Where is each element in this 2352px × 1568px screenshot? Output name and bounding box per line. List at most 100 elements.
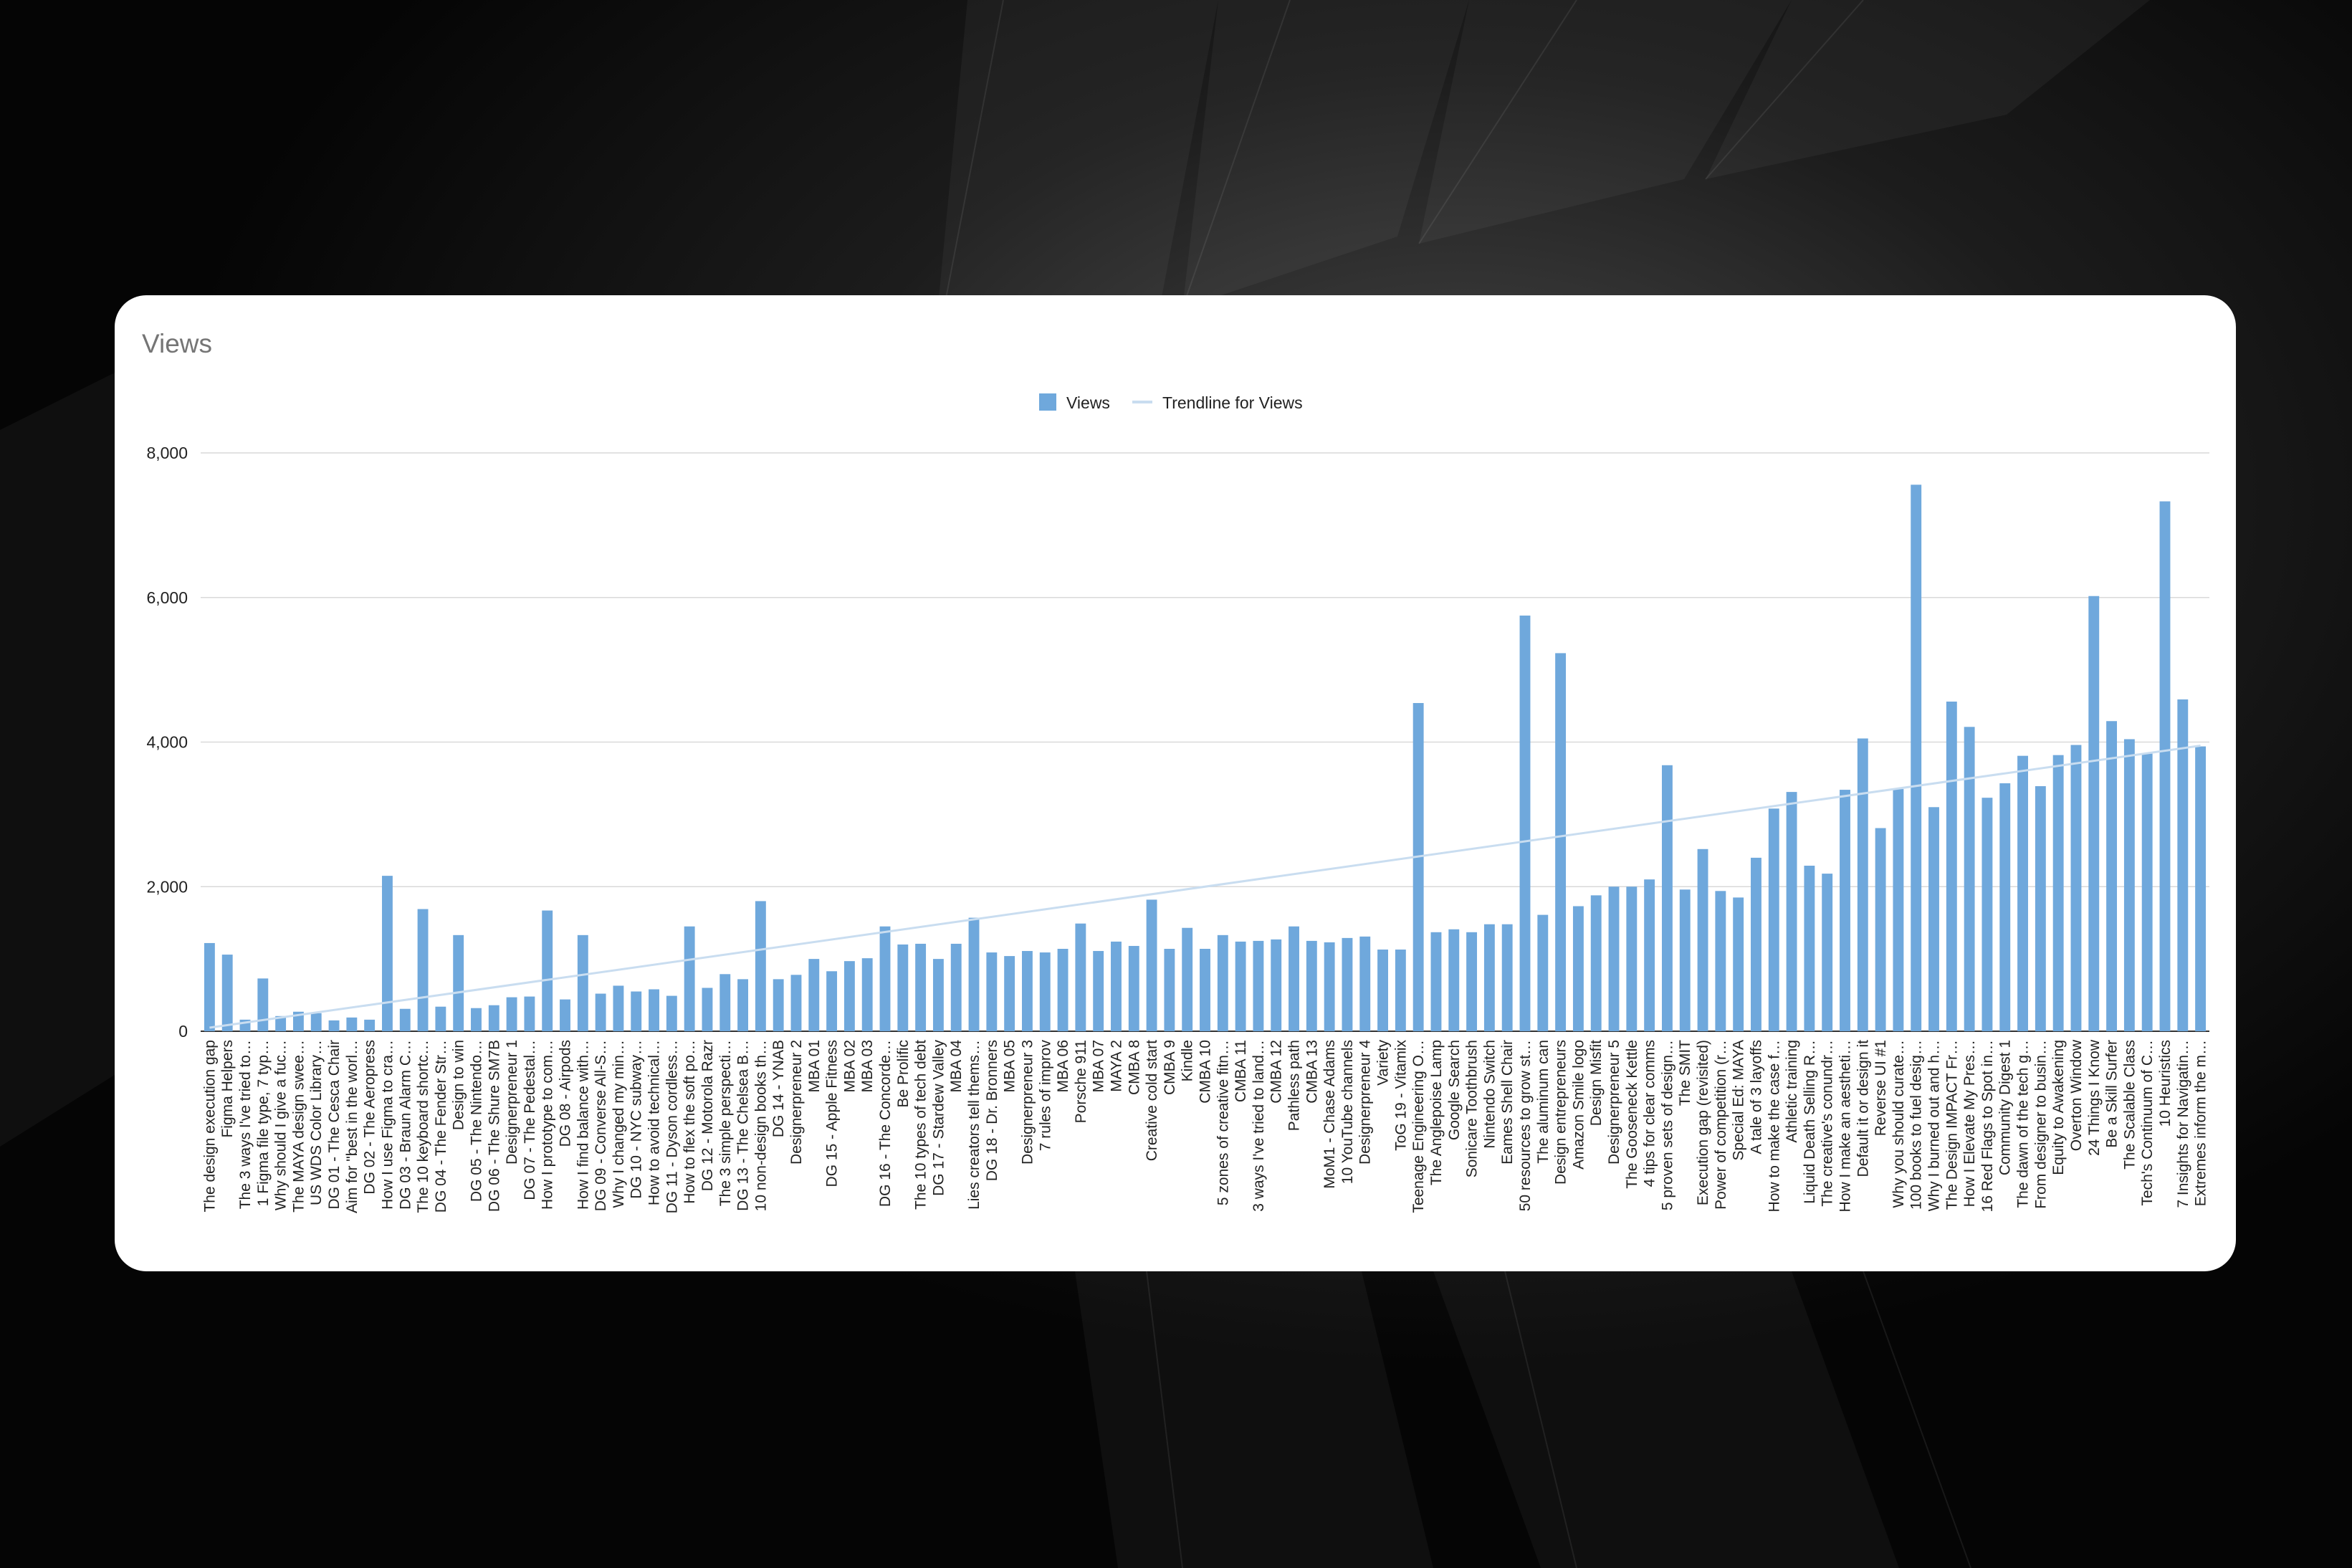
bar[interactable] xyxy=(1679,889,1691,1031)
bar[interactable] xyxy=(1200,949,1210,1031)
bar[interactable] xyxy=(310,1013,322,1031)
bar[interactable] xyxy=(1893,789,1904,1031)
bar[interactable] xyxy=(879,926,891,1031)
bar[interactable] xyxy=(2106,721,2118,1031)
bar[interactable] xyxy=(1928,807,1939,1031)
bar[interactable] xyxy=(1768,808,1779,1031)
bar[interactable] xyxy=(1519,615,1531,1031)
bar[interactable] xyxy=(1608,886,1620,1031)
bar[interactable] xyxy=(1182,927,1193,1031)
bar[interactable] xyxy=(257,978,269,1031)
bar[interactable] xyxy=(1075,923,1086,1031)
bar[interactable] xyxy=(1039,952,1051,1031)
bar[interactable] xyxy=(1626,886,1638,1031)
bar[interactable] xyxy=(435,1006,446,1031)
bar[interactable] xyxy=(2017,755,2028,1031)
bar[interactable] xyxy=(1235,941,1246,1031)
bar[interactable] xyxy=(204,942,215,1031)
bar[interactable] xyxy=(861,958,873,1031)
bar[interactable] xyxy=(595,993,606,1031)
bar[interactable] xyxy=(1661,765,1673,1031)
bar[interactable] xyxy=(1572,906,1584,1031)
bar[interactable] xyxy=(1217,934,1228,1031)
bar[interactable] xyxy=(1271,939,1282,1031)
bar[interactable] xyxy=(1253,940,1264,1031)
bar[interactable] xyxy=(1981,798,1993,1031)
bar[interactable] xyxy=(1911,484,1922,1031)
bar[interactable] xyxy=(1537,914,1549,1031)
bar[interactable] xyxy=(1146,899,1157,1031)
bar[interactable] xyxy=(2177,699,2189,1031)
bar[interactable] xyxy=(2070,745,2082,1031)
bar[interactable] xyxy=(1946,702,1957,1031)
bar[interactable] xyxy=(1377,950,1388,1031)
bar[interactable] xyxy=(968,917,980,1031)
bar[interactable] xyxy=(1644,879,1655,1031)
bar[interactable] xyxy=(773,979,784,1031)
bar[interactable] xyxy=(1324,942,1335,1031)
bar[interactable] xyxy=(2123,739,2135,1031)
bar[interactable] xyxy=(1395,950,1406,1031)
bar[interactable] xyxy=(1733,897,1744,1031)
bar[interactable] xyxy=(897,944,909,1031)
bar[interactable] xyxy=(1342,937,1353,1031)
bar[interactable] xyxy=(1697,848,1708,1031)
bar[interactable] xyxy=(1466,932,1478,1031)
bar[interactable] xyxy=(666,995,677,1031)
bar[interactable] xyxy=(950,943,962,1031)
bar[interactable] xyxy=(720,974,731,1031)
bar[interactable] xyxy=(399,1008,411,1031)
bar[interactable] xyxy=(1004,956,1015,1031)
bar[interactable] xyxy=(1022,951,1033,1031)
bar[interactable] xyxy=(613,985,624,1031)
bar[interactable] xyxy=(1590,895,1602,1031)
bar[interactable] xyxy=(1128,945,1139,1031)
bar[interactable] xyxy=(1412,703,1424,1031)
bar[interactable] xyxy=(1430,932,1442,1031)
bar[interactable] xyxy=(2159,501,2171,1031)
bar[interactable] xyxy=(1751,857,1761,1031)
bar[interactable] xyxy=(1164,949,1175,1031)
bar[interactable] xyxy=(417,909,429,1031)
bar[interactable] xyxy=(702,988,713,1031)
bar[interactable] xyxy=(1093,951,1104,1031)
bar[interactable] xyxy=(1555,653,1567,1031)
bar[interactable] xyxy=(1359,936,1371,1031)
bar[interactable] xyxy=(2052,755,2064,1031)
bar[interactable] xyxy=(755,901,766,1031)
bar[interactable] xyxy=(328,1020,340,1031)
bar[interactable] xyxy=(1999,783,2011,1031)
bar[interactable] xyxy=(577,934,588,1031)
bar[interactable] xyxy=(560,999,570,1031)
bar[interactable] xyxy=(275,1015,287,1031)
bar[interactable] xyxy=(524,996,535,1031)
bar[interactable] xyxy=(506,997,517,1031)
bar[interactable] xyxy=(1822,874,1833,1031)
bar[interactable] xyxy=(1857,738,1868,1031)
bar[interactable] xyxy=(1786,792,1797,1031)
bar[interactable] xyxy=(1804,865,1815,1031)
bar[interactable] xyxy=(1875,828,1886,1031)
bar[interactable] xyxy=(1289,926,1299,1031)
bar[interactable] xyxy=(2035,786,2046,1031)
bar[interactable] xyxy=(1448,929,1460,1031)
bar[interactable] xyxy=(542,910,553,1031)
bar[interactable] xyxy=(453,934,464,1031)
bar[interactable] xyxy=(2141,753,2153,1031)
bar[interactable] xyxy=(790,975,802,1031)
bar[interactable] xyxy=(1501,924,1513,1031)
bar[interactable] xyxy=(986,952,998,1031)
bar[interactable] xyxy=(346,1017,358,1031)
bar[interactable] xyxy=(1964,727,1975,1031)
bar[interactable] xyxy=(684,926,695,1031)
bar[interactable] xyxy=(649,989,659,1031)
bar[interactable] xyxy=(488,1005,499,1031)
bar[interactable] xyxy=(2088,596,2100,1031)
bar[interactable] xyxy=(221,955,233,1031)
bar[interactable] xyxy=(364,1019,376,1031)
bar[interactable] xyxy=(808,959,820,1031)
bar[interactable] xyxy=(1483,924,1495,1031)
bar[interactable] xyxy=(1840,790,1850,1031)
bar[interactable] xyxy=(382,876,393,1031)
bar[interactable] xyxy=(292,1011,304,1031)
